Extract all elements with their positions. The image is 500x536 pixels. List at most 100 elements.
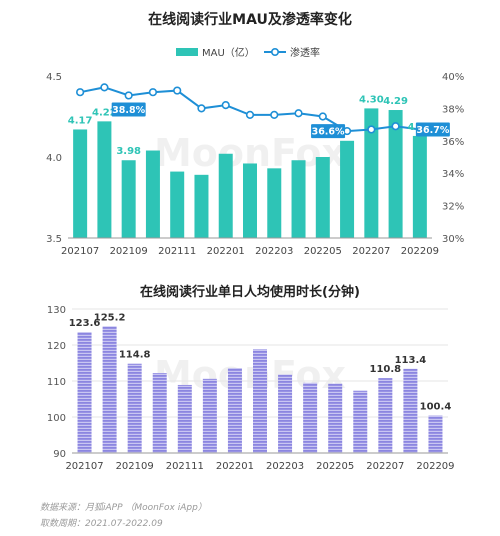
- x-tick-label: 202107: [61, 246, 99, 257]
- y-tick-label: 100: [47, 413, 66, 424]
- legend-item-penetration: 渗透率: [290, 46, 320, 59]
- x-tick-label: 202209: [416, 461, 454, 472]
- y-right-tick-label: 30%: [442, 234, 464, 245]
- mau-bar: [315, 157, 330, 238]
- usage-bar: [403, 368, 418, 453]
- usage-bar-label: 123.6: [69, 318, 101, 329]
- source-note: 数据来源：月狐iAPP （MoonFox iApp）: [40, 503, 207, 513]
- penetration-point: [100, 83, 109, 92]
- mau-chart: 在线阅读行业MAU及渗透率变化 MAU（亿） 渗透率 MoonFox 3.54.…: [46, 11, 464, 257]
- penetration-label: 36.6%: [312, 127, 345, 138]
- usage-bar-label: 110.8: [370, 364, 402, 375]
- x-tick-label: 202205: [304, 246, 342, 257]
- mau-bar-label: 4.22: [92, 107, 117, 118]
- penetration-label: 38.8%: [112, 105, 145, 116]
- usage-bar-label: 100.4: [420, 402, 452, 413]
- penetration-point: [76, 88, 85, 97]
- usage-bar: [278, 374, 293, 453]
- legend-bar-swatch: [176, 48, 198, 56]
- penetration-point: [318, 112, 327, 121]
- penetration-label: 36.7%: [416, 125, 449, 136]
- mau-bar: [291, 160, 306, 238]
- x-tick-label: 202207: [366, 461, 404, 472]
- usage-bar-label: 113.4: [395, 355, 427, 366]
- legend-line-marker: [270, 47, 279, 56]
- x-tick-label: 202109: [116, 461, 154, 472]
- mau-bar-label: 4.17: [68, 115, 93, 126]
- usage-bar: [328, 383, 343, 453]
- y-tick-label: 120: [47, 341, 66, 352]
- mau-bar: [73, 129, 88, 238]
- penetration-label-box: [415, 122, 450, 137]
- penetration-point: [367, 125, 376, 134]
- chart2-title: 在线阅读行业单日人均使用时长(分钟): [140, 284, 360, 300]
- x-tick-label: 202201: [207, 246, 245, 257]
- usage-bar: [428, 415, 443, 453]
- penetration-point: [245, 110, 255, 119]
- penetration-point: [173, 86, 182, 95]
- mau-bar-label: 4.30: [359, 94, 384, 105]
- penetration-point: [148, 88, 158, 97]
- usage-bar-label: 125.2: [94, 312, 126, 323]
- mau-bar: [97, 121, 112, 238]
- penetration-point: [270, 110, 279, 119]
- mau-bar: [121, 160, 136, 238]
- x-tick-label: 202109: [110, 246, 148, 257]
- y-right-tick-label: 32%: [442, 202, 464, 213]
- mau-bar: [364, 108, 379, 239]
- chart1-legend: MAU（亿） 渗透率: [176, 46, 320, 59]
- y-left-tick-label: 4.5: [46, 72, 62, 83]
- penetration-label-box: [311, 124, 346, 139]
- usage-chart: 在线阅读行业单日人均使用时长(分钟) MoonFox 9010011012013…: [47, 284, 455, 472]
- usage-bar: [102, 326, 117, 453]
- y-tick-label: 130: [47, 305, 66, 316]
- usage-bar: [152, 373, 167, 453]
- usage-bar: [227, 368, 242, 453]
- usage-bar: [303, 382, 318, 453]
- chart1-title: 在线阅读行业MAU及渗透率变化: [148, 11, 352, 28]
- mau-bar: [194, 174, 209, 238]
- x-tick-label: 202203: [255, 246, 293, 257]
- usage-bar-label: 114.8: [119, 350, 151, 361]
- y-left-tick-label: 4.0: [46, 153, 62, 164]
- penetration-point: [294, 109, 303, 118]
- mau-bar: [412, 135, 427, 238]
- x-tick-label: 202111: [158, 246, 196, 257]
- y-tick-label: 90: [53, 449, 66, 460]
- x-tick-label: 202107: [65, 461, 103, 472]
- x-tick-label: 202203: [266, 461, 304, 472]
- usage-bar: [353, 390, 368, 453]
- usage-bar: [202, 378, 217, 453]
- y-right-tick-label: 38%: [442, 104, 464, 115]
- mau-bar: [170, 171, 185, 238]
- mau-bar: [267, 168, 282, 238]
- x-tick-label: 202111: [166, 461, 204, 472]
- penetration-label-box: [111, 102, 146, 117]
- y-right-tick-label: 34%: [442, 169, 464, 180]
- y-right-tick-label: 36%: [442, 137, 464, 148]
- y-left-tick-label: 3.5: [46, 234, 62, 245]
- penetration-point: [391, 122, 400, 131]
- mau-bar: [243, 163, 257, 238]
- x-tick-label: 202209: [401, 246, 439, 257]
- legend-item-mau: MAU（亿）: [202, 46, 255, 59]
- mau-bar: [145, 150, 160, 238]
- x-tick-label: 202207: [352, 246, 390, 257]
- y-right-tick-label: 40%: [442, 72, 464, 83]
- usage-bar: [253, 349, 267, 453]
- penetration-point: [221, 101, 230, 110]
- penetration-point: [124, 91, 133, 100]
- x-tick-label: 202201: [216, 461, 254, 472]
- mau-bar-label: 4.29: [383, 96, 408, 107]
- penetration-point: [197, 104, 206, 113]
- y-tick-label: 110: [47, 377, 66, 388]
- mau-bar-label: 3.98: [116, 146, 141, 157]
- x-tick-label: 202205: [316, 461, 354, 472]
- usage-bar: [77, 332, 92, 453]
- usage-bar: [378, 378, 393, 453]
- mau-bar: [388, 110, 403, 238]
- mau-bar: [218, 153, 233, 238]
- usage-bar: [177, 384, 192, 453]
- usage-bar: [127, 363, 142, 453]
